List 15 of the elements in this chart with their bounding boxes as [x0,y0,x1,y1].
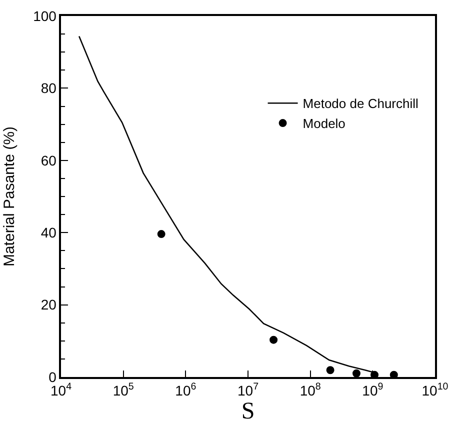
x-tick-label: 10$^{9}$ [362,382,384,399]
y-tick-label: 100 [33,8,57,24]
x-tick-label: 10$^{6}$ [175,382,197,399]
x-axis-title: S [241,398,255,425]
legend-label: Modelo [302,116,346,132]
y-tick-label: 60 [40,152,57,168]
y-axis-title: Material Pasante (%) [0,126,18,267]
y-tick-label: 20 [40,296,57,313]
x-tick-label: 10$^{10}$ [422,382,449,399]
x-tick-label: 10$^{7}$ [237,382,259,399]
y-tick-label: 40 [40,224,57,240]
y-tick-label: 80 [40,80,57,96]
x-tick-label: 10$^{8}$ [300,382,322,399]
x-tick-label: 10$^{5}$ [112,382,134,399]
legend-label: Metodo de Churchill [302,96,419,112]
